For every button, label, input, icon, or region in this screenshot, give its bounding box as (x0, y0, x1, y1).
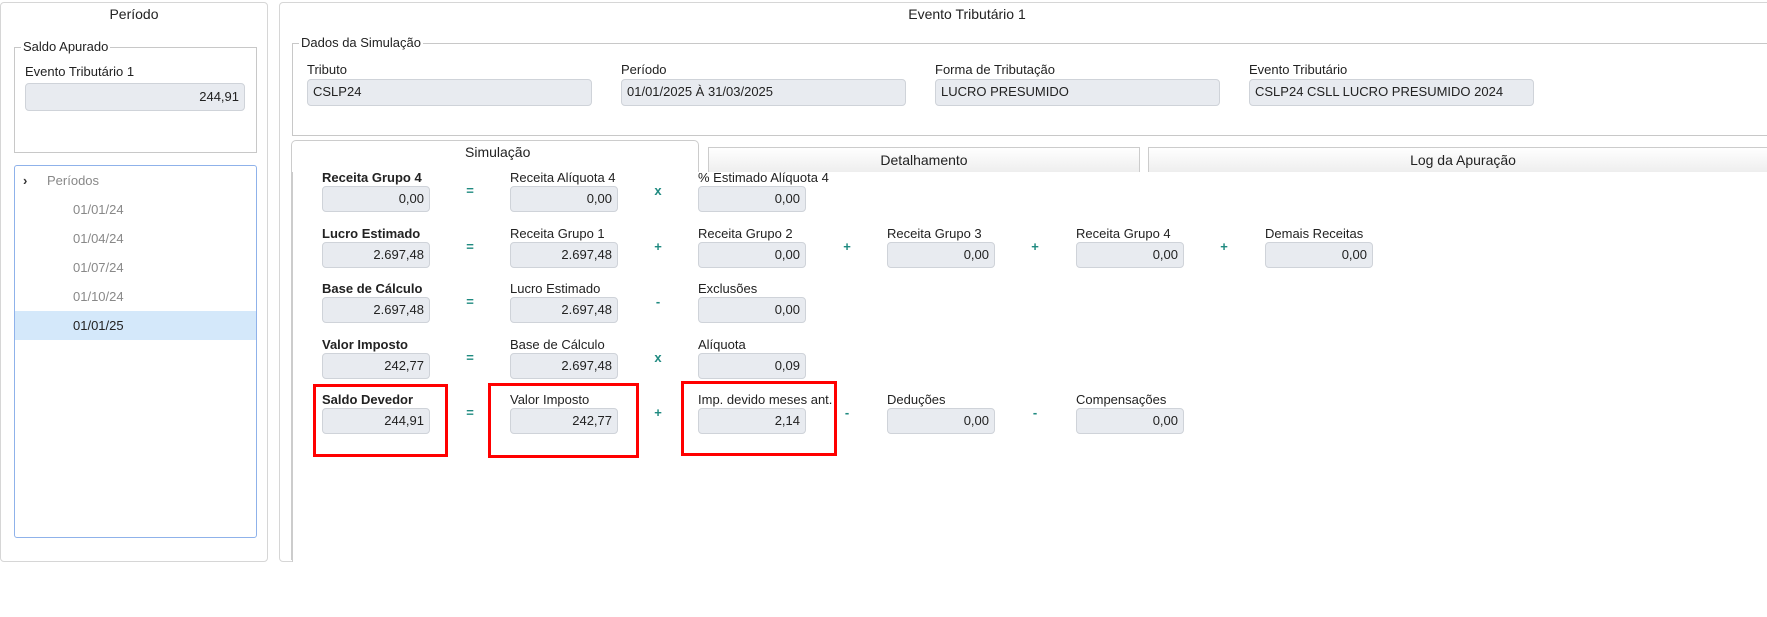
sim-label: Compensações (1076, 392, 1167, 407)
operator-minus: - (844, 405, 850, 420)
sim-value: 2.697,48 (510, 352, 618, 379)
field-value: 01/01/2025 À 31/03/2025 (621, 79, 906, 106)
evento-title: Evento Tributário 1 (908, 6, 1026, 22)
sim-label: Demais Receitas (1265, 225, 1364, 241)
sim-value: 242,77 (322, 352, 430, 379)
sim-value: 0,00 (887, 408, 995, 434)
sim-label: Base de Cálculo (510, 336, 605, 352)
sim-value: 2.697,48 (510, 297, 618, 323)
sim-label: Valor Imposto (322, 336, 408, 352)
tab-simulacao-label: Simulação (465, 144, 531, 160)
operator-equals: = (466, 238, 474, 254)
sim-value: 0,00 (510, 186, 618, 212)
chevron-right-icon: › (23, 173, 28, 188)
highlight-valor-imposto (488, 383, 639, 458)
sim-value: 2.697,48 (510, 241, 618, 268)
operator-times: x (654, 349, 662, 365)
sim-value: 0,09 (698, 352, 806, 379)
periodos-tree[interactable]: › Períodos 01/01/24 01/04/24 01/07/24 01/10/… (14, 165, 257, 538)
dados-simulacao-group: Dados da Simulação Tributo CSLP24 Período 0… (292, 35, 1767, 136)
evento-label: Evento Tributário 1 (25, 64, 135, 79)
sim-label: Receita Grupo 4 (1076, 225, 1171, 241)
sim-label: Exclusões (698, 281, 758, 296)
sim-label: Valor Imposto (510, 392, 590, 407)
sim-label: Receita Grupo 4 (322, 172, 422, 185)
operator-plus: + (843, 238, 851, 254)
sim-label: Lucro Estimado (510, 281, 601, 296)
tree-item-period[interactable]: 01/07/24 (73, 260, 124, 275)
sim-label: Receita Grupo 2 (698, 225, 793, 241)
operator-equals: = (466, 405, 474, 420)
sim-label: Receita Alíquota 4 (510, 172, 616, 185)
sim-value: 2,14 (698, 408, 806, 434)
tree-root[interactable]: › Períodos (15, 166, 256, 195)
sim-label: Deduções (887, 392, 946, 407)
sim-value: 0,00 (1076, 241, 1184, 268)
sim-label: Receita Grupo 3 (887, 225, 982, 241)
saldo-apurado-legend: Saldo Apurado (21, 39, 111, 54)
periodo-title: Período (109, 6, 159, 22)
field-label: Forma de Tributação (935, 62, 1055, 77)
operator-plus: + (654, 405, 662, 420)
tree-item-period[interactable]: 01/04/24 (73, 231, 124, 246)
evento-value: 244,91 (25, 83, 245, 111)
operator-plus: + (1220, 238, 1228, 254)
highlight-saldo-devedor (313, 384, 448, 457)
field-value: CSLP24 CSLL LUCRO PRESUMIDO 2024 (1249, 79, 1534, 106)
highlight-imp-devido (681, 381, 837, 456)
operator-equals: = (466, 294, 474, 309)
field-label: Período (621, 62, 667, 77)
sim-value: 0,00 (698, 297, 806, 323)
tree-item-period[interactable]: 01/10/24 (73, 289, 124, 304)
sim-label: Imp. devido meses ant. (698, 392, 833, 407)
operator-minus: - (1032, 405, 1038, 420)
sim-value: 0,00 (698, 186, 806, 212)
sim-value: 2.697,48 (322, 241, 430, 268)
sim-label: Saldo Devedor (322, 392, 414, 407)
periodo-panel: Período Saldo Apurado Evento Tributário … (0, 2, 268, 562)
field-label: Tributo (307, 62, 347, 77)
sim-label: Receita Grupo 1 (510, 225, 605, 241)
sim-label: Alíquota (698, 336, 746, 352)
operator-minus: - (655, 294, 661, 309)
sim-label: Lucro Estimado (322, 225, 421, 241)
tree-root-label: Períodos (47, 173, 100, 188)
operator-plus: + (654, 238, 662, 254)
sim-value: 0,00 (887, 241, 995, 268)
operator-equals: = (466, 183, 474, 198)
sim-value: 242,77 (510, 408, 618, 434)
sim-label: Base de Cálculo (322, 281, 423, 296)
sim-value: 0,00 (1265, 241, 1373, 268)
sim-value: 2.697,48 (322, 297, 430, 323)
operator-equals: = (466, 349, 474, 365)
field-value: CSLP24 (307, 79, 592, 106)
tab-log-apuracao[interactable]: Log da Apuração (1148, 147, 1767, 173)
sim-value: 0,00 (1076, 408, 1184, 434)
operator-plus: + (1031, 238, 1039, 254)
tab-detalhamento[interactable]: Detalhamento (708, 147, 1140, 173)
sim-value: 244,91 (322, 408, 430, 434)
sim-value: 0,00 (698, 241, 806, 268)
tree-item-period[interactable]: 01/01/25 (15, 311, 256, 340)
dados-legend: Dados da Simulação (299, 35, 423, 50)
sim-label: % Estimado Alíquota 4 (698, 172, 829, 185)
sim-value: 0,00 (322, 186, 430, 212)
operator-times: x (654, 183, 662, 198)
tree-item-period[interactable]: 01/01/24 (73, 202, 124, 217)
simulacao-content: Receita Grupo 4 0,00 Receita Alíquota 4 0,0… (292, 172, 1767, 562)
field-value: LUCRO PRESUMIDO (935, 79, 1220, 106)
saldo-apurado-group: Saldo Apurado Evento Tributário 1 244,91 (14, 39, 257, 153)
field-label: Evento Tributário (1249, 62, 1348, 77)
